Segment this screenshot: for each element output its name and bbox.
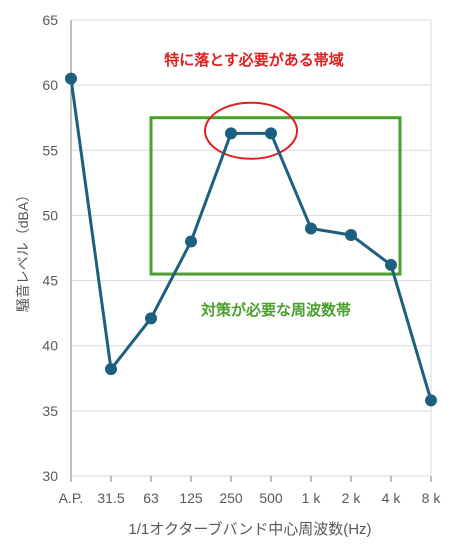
data-point-63 bbox=[145, 312, 157, 325]
x-tick-labels: A.P. 31.5 63 125 250 500 1 k 2 k 4 k 8 k bbox=[59, 476, 442, 506]
data-point-8k bbox=[425, 394, 437, 407]
target-band-box bbox=[149, 116, 402, 276]
data-point-31.5 bbox=[105, 363, 117, 376]
x-tick-label: 4 k bbox=[382, 490, 402, 506]
data-point-A.P. bbox=[65, 72, 77, 85]
series-noise-level bbox=[65, 72, 437, 407]
y-tick-label: 50 bbox=[42, 207, 58, 223]
data-point-4k bbox=[385, 258, 397, 271]
y-tick-label: 45 bbox=[42, 273, 58, 289]
x-tick-label: 63 bbox=[143, 490, 159, 506]
data-point-1k bbox=[305, 222, 317, 235]
x-tick-label: 31.5 bbox=[97, 490, 124, 506]
data-point-2k bbox=[345, 228, 357, 241]
y-tick-label: 60 bbox=[42, 77, 58, 93]
x-tick-label: 250 bbox=[219, 490, 243, 506]
critical-band-label: 特に落とす必要がある帯域 bbox=[164, 51, 344, 69]
gridlines bbox=[70, 19, 432, 477]
y-axis-label: 騒音レベル（dBA） bbox=[15, 188, 31, 312]
x-tick-label: 1 k bbox=[302, 490, 322, 506]
x-tick-label: A.P. bbox=[59, 490, 84, 506]
x-tick-label: 500 bbox=[259, 490, 283, 506]
target-band-label: 対策が必要な周波数帯 bbox=[200, 301, 351, 319]
x-tick-label: 125 bbox=[179, 490, 203, 506]
data-point-250 bbox=[225, 127, 237, 140]
data-point-125 bbox=[185, 235, 197, 248]
y-tick-label: 40 bbox=[42, 338, 58, 354]
x-tick-label: 2 k bbox=[342, 490, 362, 506]
data-point-500 bbox=[265, 127, 277, 140]
y-tick-label: 55 bbox=[42, 142, 58, 158]
y-tick-label: 30 bbox=[42, 468, 58, 484]
critical-band-ellipse bbox=[204, 101, 298, 160]
series-line bbox=[69, 78, 433, 401]
y-tick-label: 35 bbox=[42, 403, 58, 419]
y-tick-label: 65 bbox=[42, 12, 58, 28]
y-tick-labels: 30 35 40 45 50 55 60 65 bbox=[42, 12, 58, 484]
x-tick-label: 8 k bbox=[422, 490, 442, 506]
x-axis-label: 1/1オクターブバンド中心周波数(Hz) bbox=[128, 520, 371, 538]
